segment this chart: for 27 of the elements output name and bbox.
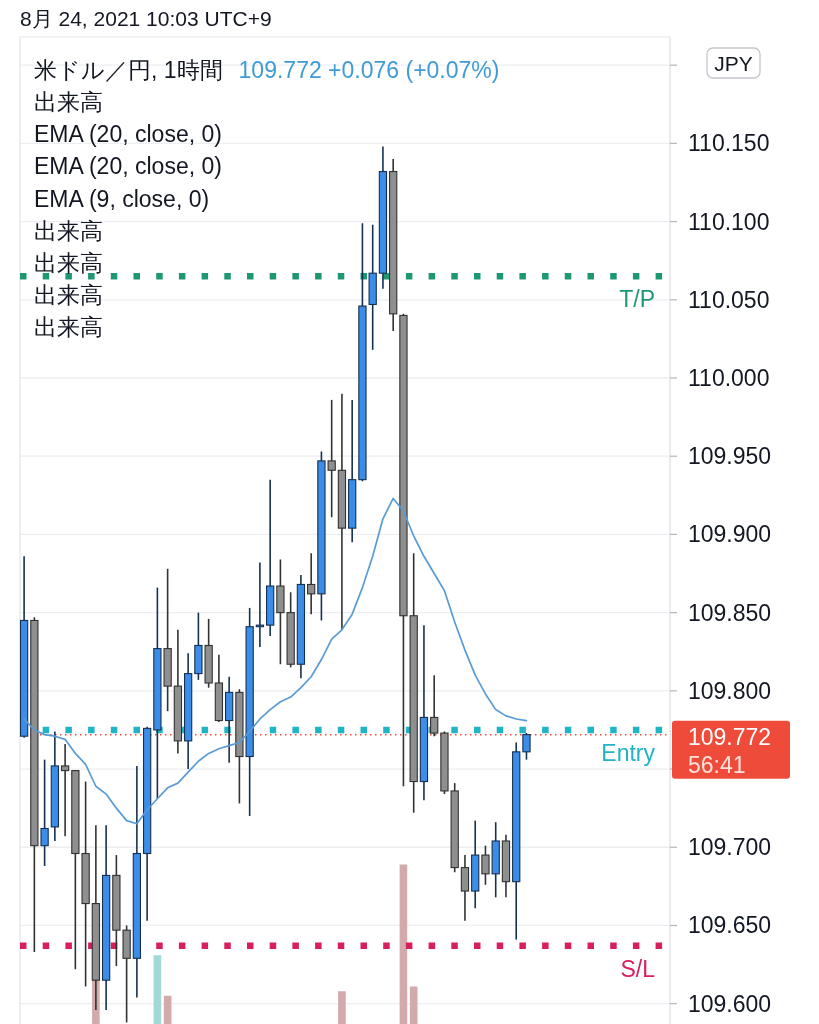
annotation: EMA (20, close, 0) bbox=[34, 153, 222, 180]
ref-line-label: T/P bbox=[619, 286, 655, 313]
y-tick-label: 109.950 bbox=[688, 443, 772, 470]
annotation: 109.772 +0.076 (+0.07%) bbox=[238, 57, 500, 83]
ref-line-label: Entry bbox=[601, 739, 655, 766]
annotation: 出来高 bbox=[34, 89, 103, 115]
annotation: EMA (20, close, 0) bbox=[34, 121, 222, 148]
title: 8月 24, 2021 10:03 UTC+9 bbox=[20, 6, 272, 30]
annotation: 出来高 bbox=[34, 250, 103, 276]
annotation: EMA (9, close, 0) bbox=[34, 185, 210, 212]
subtitle: 米ドル／円, 1時間 bbox=[34, 57, 223, 83]
y-axis-title: JPY bbox=[714, 51, 753, 75]
ref-line-label: S/L bbox=[620, 955, 655, 982]
y-tick-label: 109.850 bbox=[688, 599, 772, 626]
y-tick-label: 110.100 bbox=[688, 208, 770, 235]
y-tick-label: 109.900 bbox=[688, 521, 772, 548]
y-tick-label: 109.700 bbox=[688, 834, 772, 861]
y-tick-label: 110.000 bbox=[688, 365, 770, 391]
y-tick-label: 110.050 bbox=[688, 286, 770, 313]
y-tick-label: 109.600 bbox=[688, 990, 772, 1017]
annotation: 出来高 bbox=[34, 314, 103, 341]
annotation: 出来高 bbox=[34, 217, 103, 244]
ref-line-label: 109.772 56:41 bbox=[688, 723, 772, 778]
y-tick-label: 110.150 bbox=[688, 130, 770, 157]
y-tick-label: 109.650 bbox=[688, 912, 772, 939]
annotation: 出来高 bbox=[34, 282, 103, 309]
y-tick-label: 109.800 bbox=[688, 677, 772, 704]
